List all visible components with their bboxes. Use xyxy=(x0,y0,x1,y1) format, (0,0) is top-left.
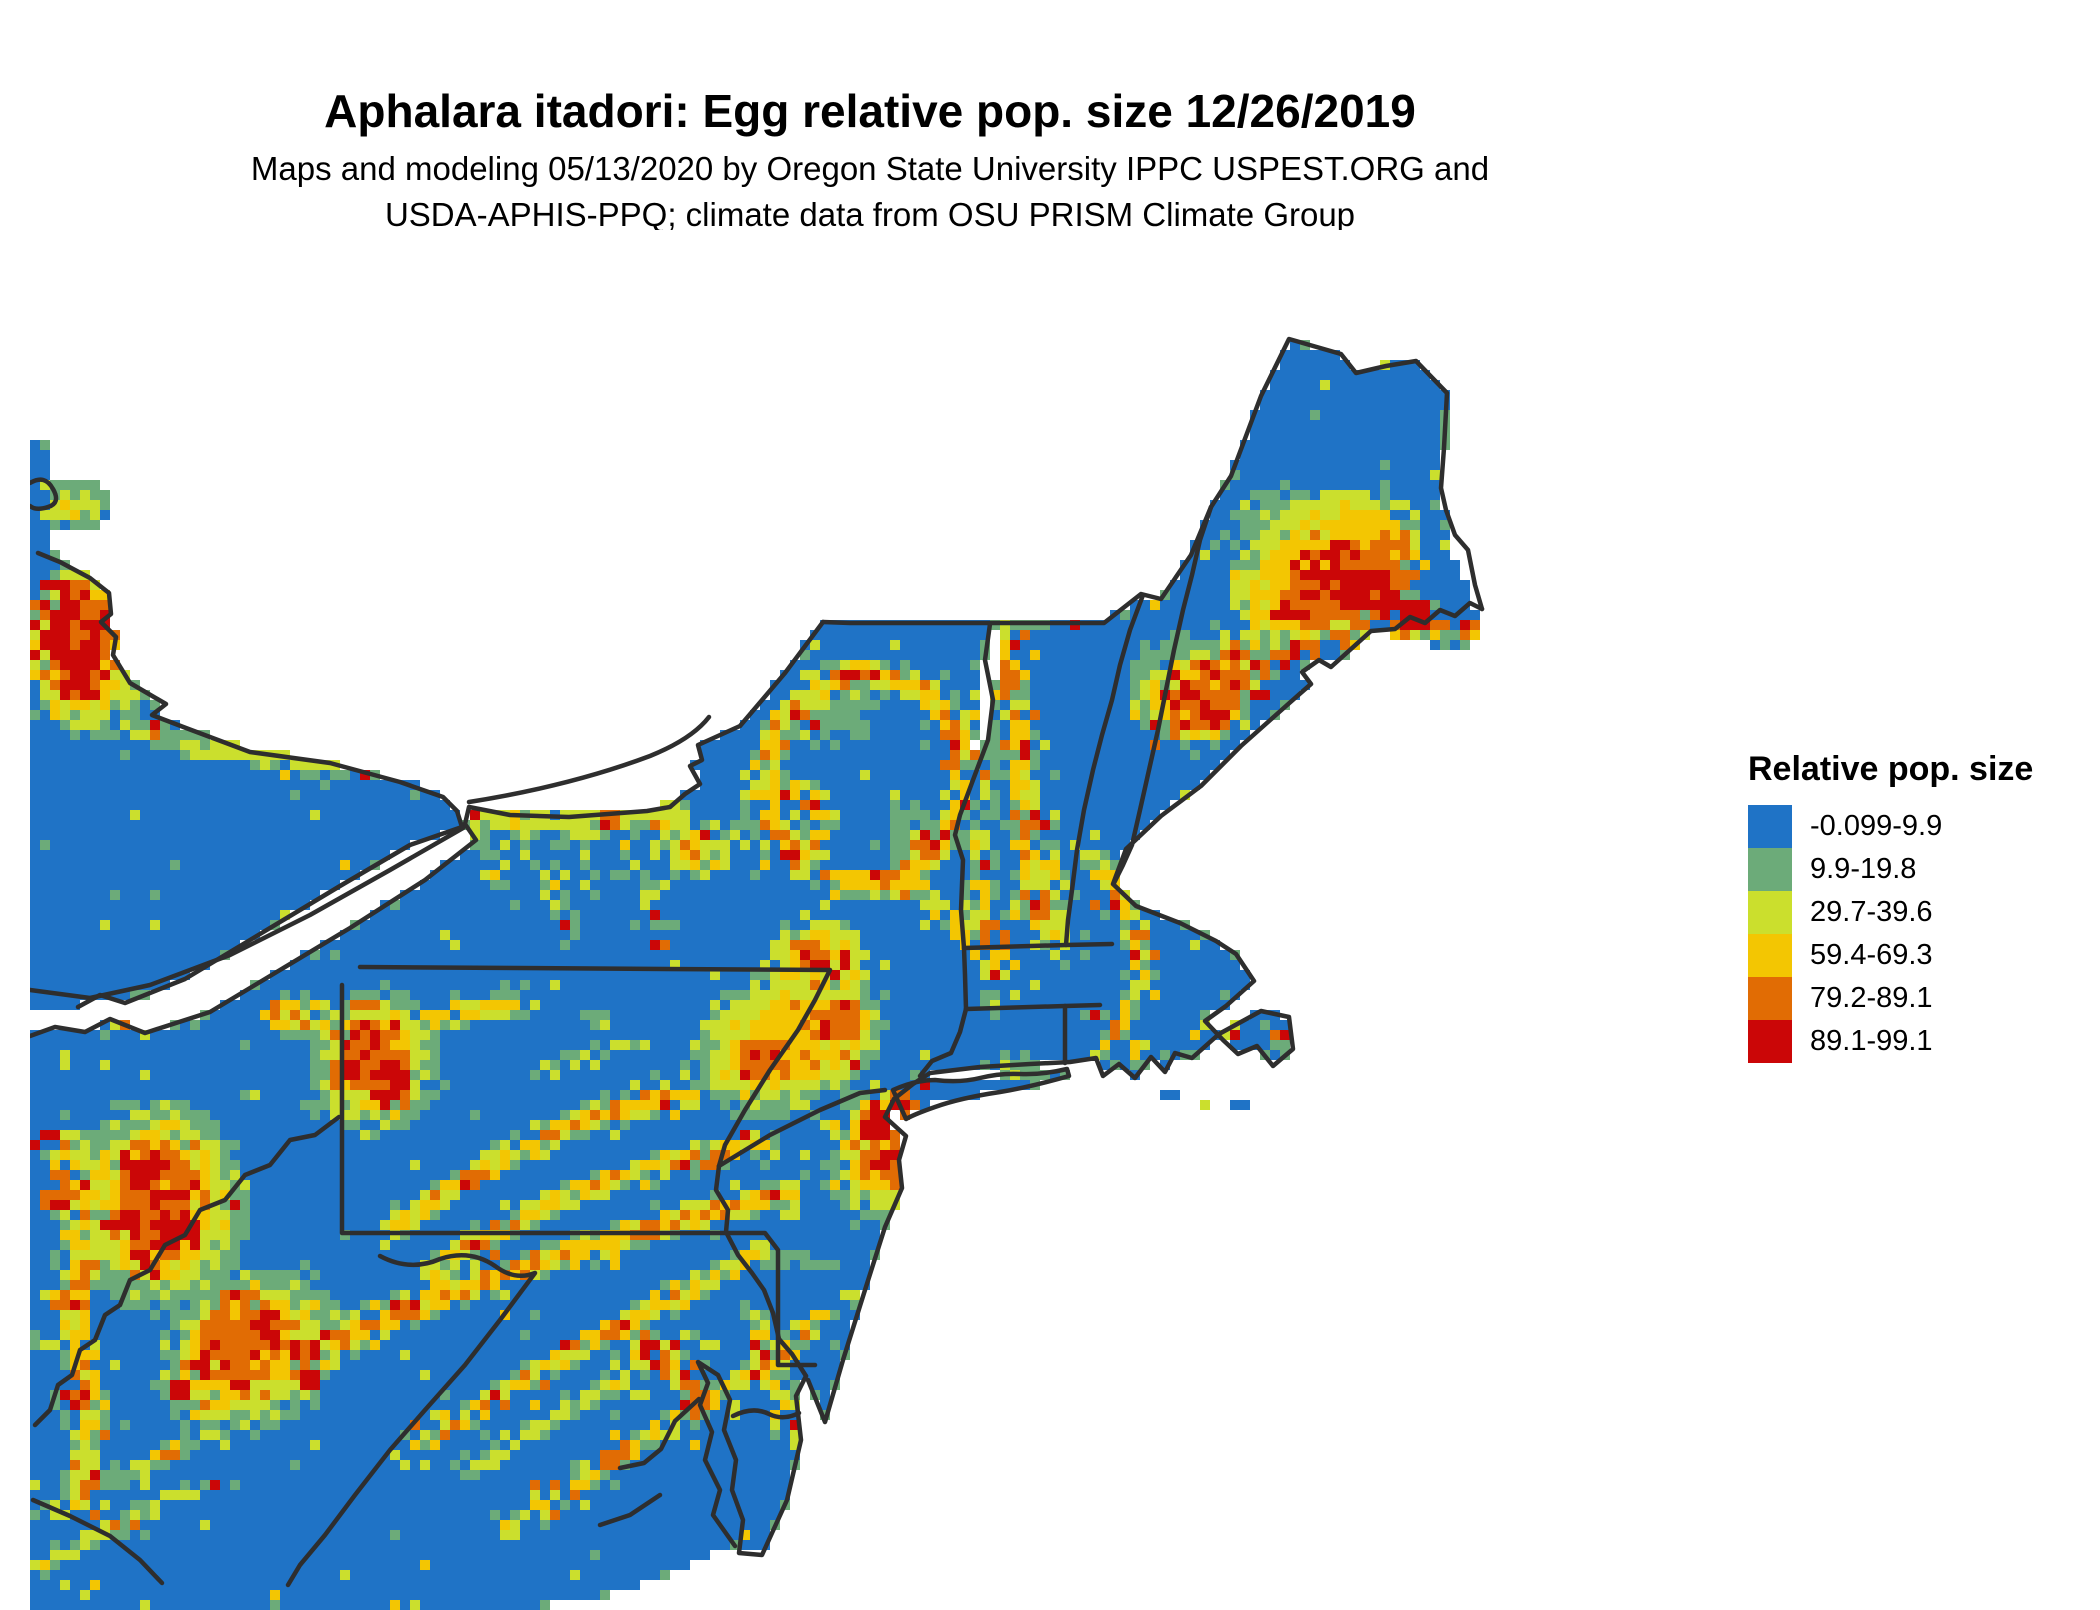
border-path xyxy=(961,941,1115,951)
border-path xyxy=(713,1163,809,1379)
legend-swatch-class4 xyxy=(1748,934,1792,977)
legend-label: 89.1-99.1 xyxy=(1810,1025,1933,1057)
legend-swatch-class6 xyxy=(1748,1020,1792,1063)
map-area xyxy=(30,230,1570,1610)
border-path xyxy=(30,477,59,511)
border-path xyxy=(339,982,818,1368)
border-path xyxy=(30,1497,165,1586)
border-path xyxy=(30,619,826,1039)
border-path xyxy=(730,1408,802,1420)
border-path xyxy=(1063,592,1146,948)
border-path xyxy=(617,1396,702,1471)
border-path xyxy=(357,964,833,1169)
legend-swatch-class1 xyxy=(1748,805,1792,848)
legend-item: 59.4-69.3 xyxy=(1748,934,2078,977)
border-path xyxy=(952,621,996,1012)
page-title: Aphalara itadori: Egg relative pop. size… xyxy=(324,85,1416,137)
legend-item: 89.1-99.1 xyxy=(1748,1020,2078,1063)
state-borders-overlay xyxy=(30,336,1485,1588)
legend-label: 59.4-69.3 xyxy=(1810,939,1933,971)
legend-item: 79.2-89.1 xyxy=(1748,977,2078,1020)
border-path xyxy=(30,825,466,1001)
page-subtitle-line1: Maps and modeling 05/13/2020 by Oregon S… xyxy=(250,150,1490,187)
border-path xyxy=(716,1087,888,1169)
border-path xyxy=(891,600,1485,1102)
border-path xyxy=(597,1492,663,1528)
legend-title: Relative pop. size xyxy=(1748,750,2034,788)
legend-item: 9.9-19.8 xyxy=(1748,848,2078,891)
legend-label: 9.9-19.8 xyxy=(1810,853,1917,885)
page-subtitle-line2: USDA-APHIS-PPQ; climate data from OSU PR… xyxy=(384,196,1356,233)
border-path xyxy=(695,1359,809,1558)
legend-label: 79.2-89.1 xyxy=(1810,982,1933,1014)
border-path xyxy=(917,1006,969,1079)
border-path xyxy=(35,550,465,1010)
border-path xyxy=(963,1002,1103,1012)
legend-label: 29.7-39.6 xyxy=(1810,896,1933,928)
border-path xyxy=(466,714,712,805)
border-path xyxy=(285,1253,538,1588)
legend-swatch-class3 xyxy=(1748,891,1792,934)
border-path xyxy=(890,1066,1072,1122)
border-path xyxy=(820,336,1485,626)
legend: Relative pop. size -0.099-9.9 9.9-19.8 2… xyxy=(1748,750,2078,1063)
border-path xyxy=(32,1114,342,1428)
legend-swatch-class2 xyxy=(1748,848,1792,891)
legend-swatch-class5 xyxy=(1748,977,1792,1020)
border-path xyxy=(805,1096,909,1425)
legend-label: -0.099-9.9 xyxy=(1810,810,1943,842)
legend-item: -0.099-9.9 xyxy=(1748,805,2078,848)
border-path xyxy=(1111,504,1214,886)
legend-item: 29.7-39.6 xyxy=(1748,891,2078,934)
